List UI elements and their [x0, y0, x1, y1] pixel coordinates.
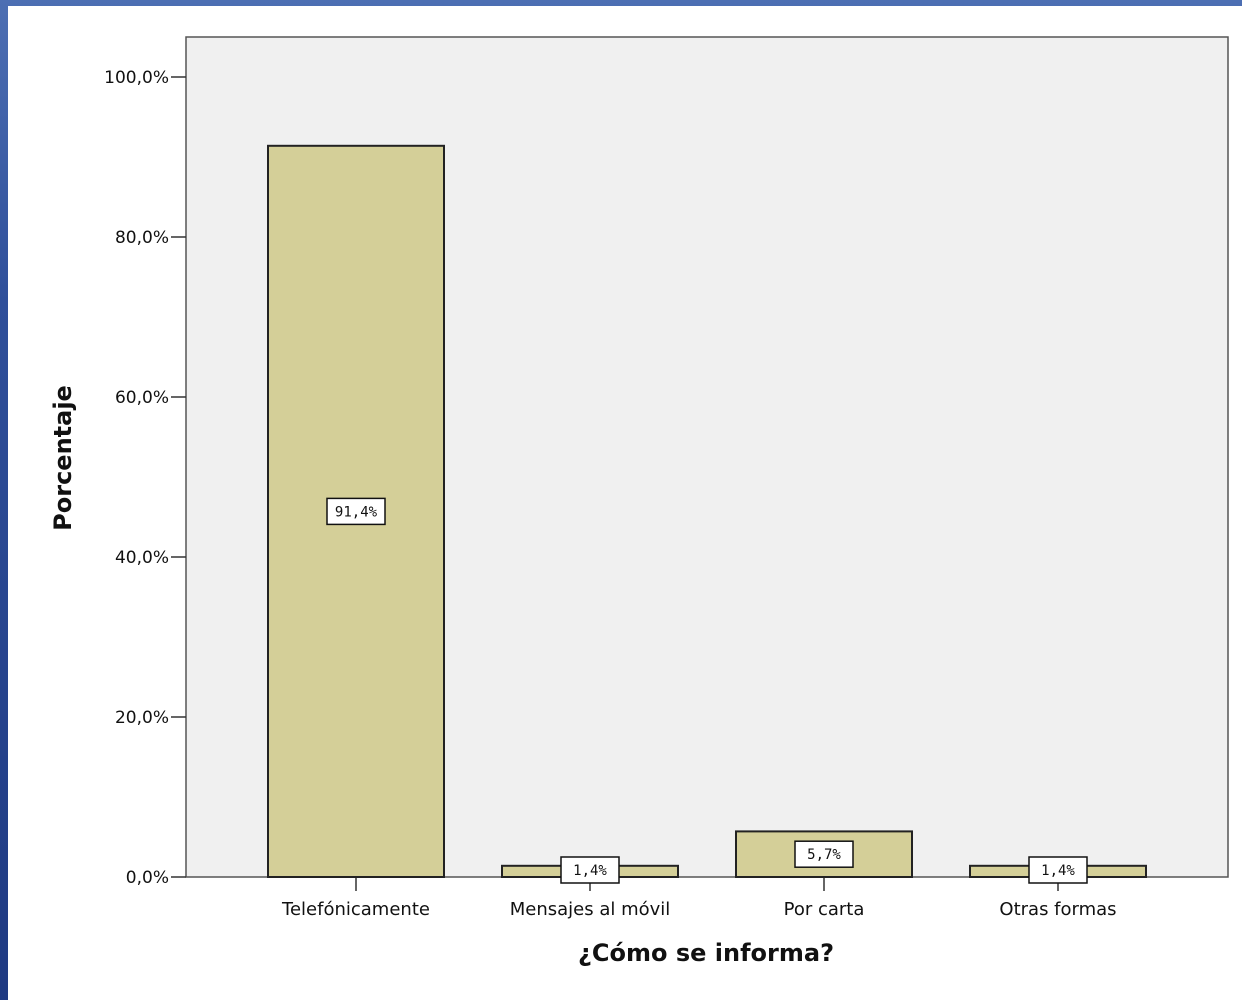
chart-card: 0,0% 20,0% 40,0% 60,0% 80,0% 100,0% Telefónic… [8, 6, 1242, 1000]
y-tick-label: 80,0% [115, 228, 169, 248]
y-tick-label: 20,0% [115, 708, 169, 728]
data-label-box [560, 856, 620, 884]
x-axis: Telefónicamente Mensajes al móvil Por cart… [281, 877, 1117, 920]
x-tick-label: Telefónicamente [281, 899, 430, 920]
x-tick-label: Otras formas [999, 899, 1116, 920]
y-axis: 0,0% 20,0% 40,0% 60,0% 80,0% 100,0% [104, 68, 186, 888]
x-axis-title: ¿Cómo se informa? [578, 939, 834, 967]
y-tick-label: 100,0% [104, 68, 169, 88]
x-tick-label: Por carta [784, 899, 865, 920]
data-label: 5,7% [807, 847, 841, 863]
y-tick-label: 60,0% [115, 388, 169, 408]
x-tick-label: Mensajes al móvil [510, 899, 671, 920]
y-tick-label: 40,0% [115, 548, 169, 568]
data-label: 1,4% [1041, 863, 1075, 879]
data-label-box [1028, 856, 1088, 884]
data-labels: 91,4% 1,4% 5,7% 1,4% [326, 497, 1088, 884]
y-tick-label: 0,0% [126, 868, 169, 888]
data-label-box [794, 840, 854, 868]
data-label: 1,4% [573, 863, 607, 879]
data-label-box [326, 497, 386, 526]
y-axis-title: Porcentaje [49, 385, 77, 531]
bar-chart: 0,0% 20,0% 40,0% 60,0% 80,0% 100,0% Telefónic… [49, 36, 1229, 967]
data-label: 91,4% [335, 504, 378, 520]
